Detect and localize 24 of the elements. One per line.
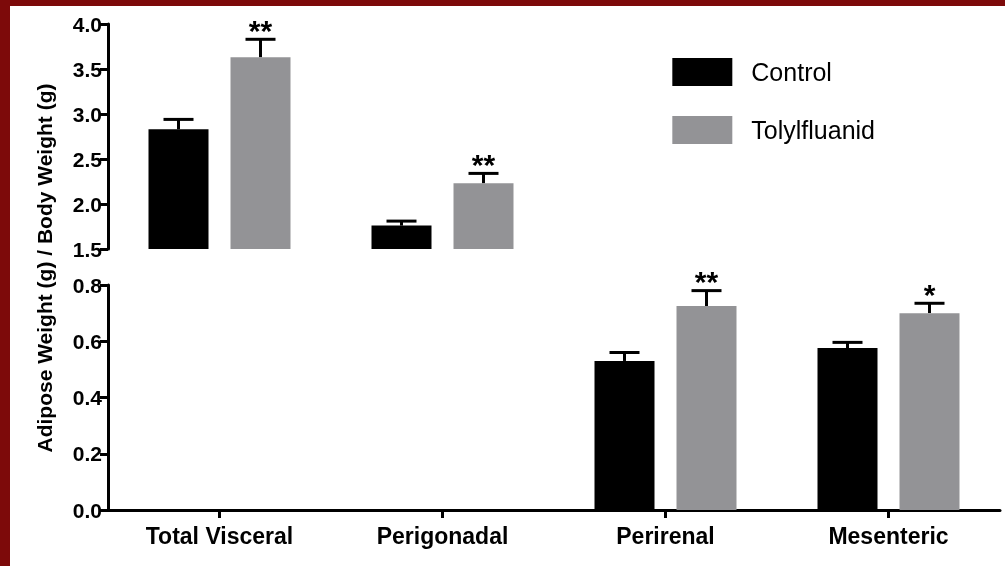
x-tick-label: Total Visceral — [145, 522, 294, 549]
y-tick-label: 3.0 — [72, 102, 102, 126]
legend-label: Tolylfluanid — [751, 116, 876, 144]
y-tick-label: 0.0 — [72, 498, 102, 522]
y-tick-label: 0.8 — [72, 273, 103, 297]
y-axis-title: Adipose Weight (g) / Body Weight (g) — [33, 83, 57, 453]
annotation: ** — [471, 147, 496, 181]
y-tick-label: 0.2 — [72, 442, 102, 466]
y-tick-label: 2.5 — [72, 147, 103, 171]
x-tick-label: Mesenteric — [828, 522, 949, 549]
y-tick-label: 1.5 — [72, 237, 103, 261]
y-tick-label: 4.0 — [72, 12, 102, 36]
bar — [899, 313, 960, 510]
y-tick-label: 2.0 — [72, 192, 102, 216]
x-tick-label: Perirenal — [616, 522, 715, 549]
annotation: * — [923, 277, 936, 311]
annotation: ** — [694, 265, 719, 299]
legend-label: Control — [751, 58, 832, 86]
x-tick-label: Perigonadal — [376, 522, 509, 549]
y-tick-label: 0.6 — [72, 329, 102, 353]
bar — [676, 306, 737, 510]
annotation: ** — [248, 13, 273, 47]
y-tick-label: 0.4 — [72, 386, 103, 409]
y-tick-label: 3.5 — [72, 57, 103, 81]
